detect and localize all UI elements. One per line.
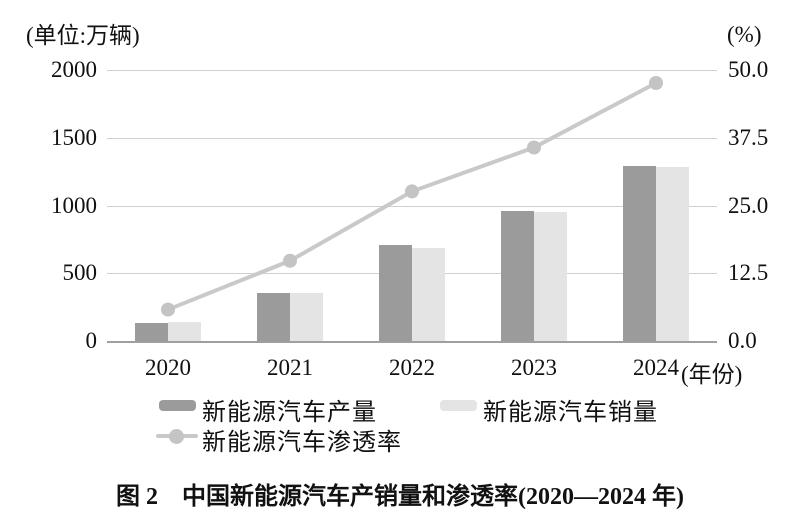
penetration-line-chart (161, 76, 663, 317)
production-bar-2023 (501, 211, 534, 341)
legend-sales-swatch (440, 400, 477, 411)
legend-production-swatch (159, 400, 196, 411)
left-axis-tick: 2000 (51, 57, 97, 82)
x-axis-label-2021: 2021 (267, 355, 313, 380)
sales-bar-2023 (534, 212, 567, 341)
left-axis-tick: 0 (85, 328, 98, 353)
gridline (107, 137, 717, 139)
sales-bar-2024 (656, 166, 689, 341)
penetration-marker-2020 (161, 302, 175, 317)
sales-bar-2022 (412, 247, 445, 341)
left-axis-tick: 1000 (51, 192, 97, 218)
gridline (107, 205, 717, 207)
penetration-marker-2024 (649, 76, 663, 91)
right-axis-tick: 25.0 (728, 192, 769, 218)
x-axis-label-2020: 2020 (145, 355, 191, 380)
penetration-marker-2023 (527, 140, 541, 155)
production-bar-2022 (379, 245, 412, 341)
figure-caption: 图 2 中国新能源汽车产销量和渗透率(2020—2024 年) (116, 484, 684, 510)
left-axis-unit-label: (单位:万辆) (26, 23, 140, 48)
legend-sales-label: 新能源汽车销量 (483, 400, 658, 426)
right-axis-tick: 50.0 (728, 57, 769, 82)
penetration-marker-2021 (283, 253, 297, 268)
x-axis-label-2022: 2022 (389, 355, 435, 380)
penetration-marker-2022 (405, 184, 419, 199)
right-axis-unit-label: (%) (727, 22, 762, 47)
left-axis-tick: 500 (62, 260, 98, 286)
gridline (107, 70, 717, 71)
plot-area (107, 70, 717, 343)
production-bar-2024 (623, 166, 656, 341)
right-axis-tick: 12.5 (728, 260, 769, 286)
production-bar-2020 (135, 322, 168, 341)
production-bar-2021 (257, 292, 290, 341)
right-axis-tick: 0.0 (728, 328, 757, 353)
x-axis-label-2023: 2023 (511, 355, 557, 380)
x-axis-unit-label: (年份) (681, 362, 743, 387)
legend-production-label: 新能源汽车产量 (202, 400, 377, 426)
legend-penetration-label: 新能源汽车渗透率 (202, 430, 402, 456)
legend-penetration-marker-icon (169, 429, 184, 444)
x-axis-label-2024: 2024 (633, 355, 679, 380)
sales-bar-2021 (290, 293, 323, 341)
left-axis-tick: 1500 (51, 124, 97, 150)
right-axis-tick: 37.5 (728, 124, 769, 150)
sales-bar-2020 (168, 322, 201, 341)
